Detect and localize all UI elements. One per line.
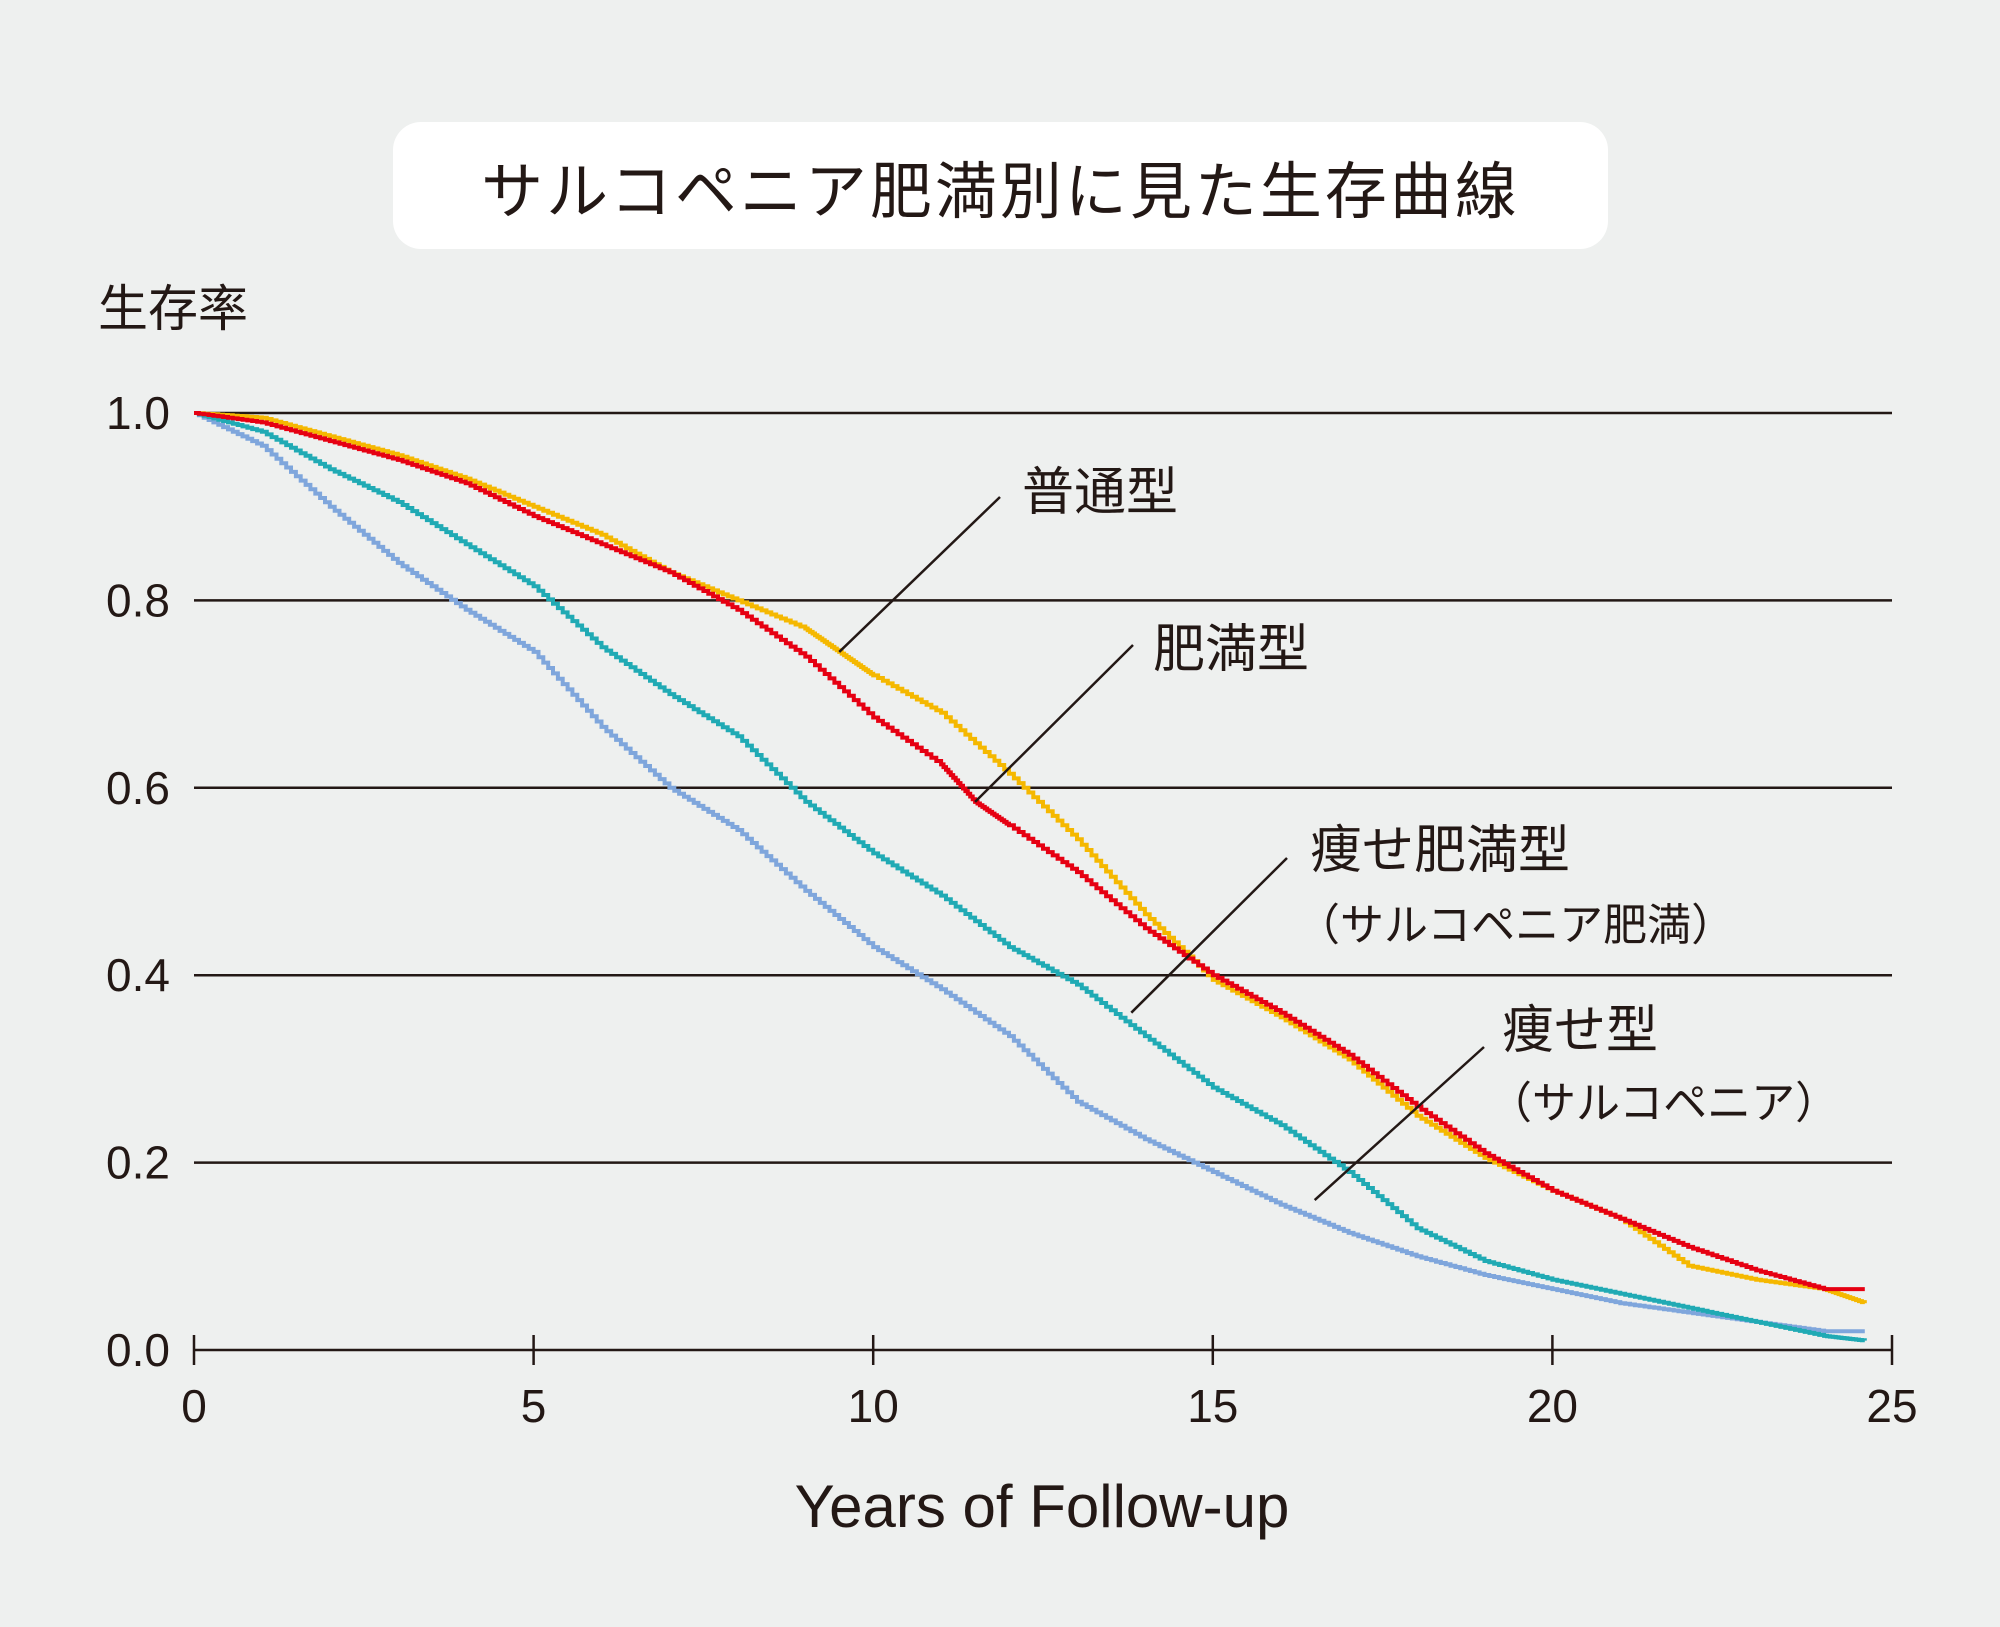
annotation-sublabel: （サルコペニア） — [1488, 1078, 1839, 1129]
annotation-label: 肥満型 — [1153, 620, 1309, 680]
y-tick-label: 0.6 — [106, 762, 170, 814]
x-tick-label: 0 — [181, 1380, 207, 1432]
y-tick-label: 0.2 — [106, 1137, 170, 1189]
leader-line — [1313, 1046, 1485, 1202]
leader-line — [974, 644, 1134, 803]
gridlines: 0.0 0.2 0.4 0.6 0.8 1.0 — [106, 387, 1892, 1376]
x-axis: 0 5 10 15 20 25 — [181, 1335, 1918, 1432]
x-tick-label: 20 — [1527, 1380, 1578, 1432]
series-line-normal — [194, 411, 1867, 1305]
x-tick-label: 15 — [1187, 1380, 1238, 1432]
x-axis-title: Years of Follow-up — [795, 1473, 1290, 1540]
y-tick-label: 1.0 — [106, 387, 170, 439]
y-tick-label: 0.4 — [106, 949, 170, 1001]
series-line-obese — [194, 411, 1865, 1292]
y-tick-label: 0.0 — [106, 1324, 170, 1376]
series-line-sarcopenic_obese — [194, 411, 1867, 1343]
chart-title-box: サルコペニア肥満別に見た生存曲線 — [393, 122, 1608, 249]
annotation-sublabel: （サルコペニア肥満） — [1296, 900, 1735, 951]
series-lines — [194, 411, 1867, 1343]
chart-title: サルコペニア肥満別に見た生存曲線 — [481, 154, 1520, 228]
x-tick-label: 5 — [521, 1380, 547, 1432]
x-tick-label: 25 — [1866, 1380, 1917, 1432]
y-axis-title: 生存率 — [98, 280, 248, 338]
annotation-label: 普通型 — [1022, 463, 1178, 523]
leader-line — [1130, 857, 1288, 1014]
annotation-label: 痩せ型 — [1502, 1001, 1658, 1061]
y-tick-label: 0.8 — [106, 574, 170, 626]
series-line-sarcopenic — [194, 411, 1865, 1334]
x-tick-label: 10 — [848, 1380, 899, 1432]
leader-line — [838, 496, 1001, 653]
annotation-label: 痩せ肥満型 — [1310, 821, 1570, 881]
